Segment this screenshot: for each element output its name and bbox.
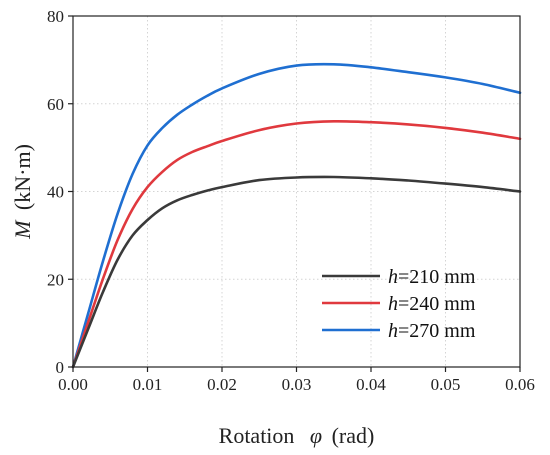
y-tick-label: 0 [56,358,65,377]
legend-prefix: h [388,293,398,315]
x-axis-title: Rotation φ (rad) [219,423,375,448]
legend-prefix: h [388,266,398,288]
axis-ticks: 0.00 0.01 0.02 0.03 0.04 0.05 0.06 0 20 40 60 80 [47,7,535,394]
legend-label: =210 mm [398,266,476,288]
y-tick-label: 80 [47,7,64,26]
y-axis-title: M (kN·m) [10,144,35,240]
x-tick-label: 0.04 [356,375,386,394]
legend-entry-2: h=270 mm [388,320,476,342]
x-tick-label: 0.00 [58,375,88,394]
x-axis-symbol: φ [310,423,322,448]
y-tick-label: 60 [47,95,64,114]
series-line-2 [71,62,522,369]
series-line-1 [71,119,522,369]
y-axis-symbol: M [10,219,35,240]
series-lines [71,62,522,369]
y-axis-unit: (kN·m) [10,144,35,210]
legend-entry-1: h=240 mm [388,293,476,315]
grid-lines [73,16,520,367]
legend-prefix: h [388,320,398,342]
legend: h=210 mmh=240 mmh=270 mm [322,266,476,342]
x-tick-label: 0.05 [431,375,461,394]
x-tick-label: 0.02 [207,375,237,394]
legend-label: =270 mm [398,320,476,342]
x-axis-label: Rotation [219,423,295,448]
series-line-0 [71,175,522,369]
x-tick-label: 0.03 [282,375,312,394]
legend-entry-0: h=210 mm [388,266,476,288]
x-axis-unit: (rad) [332,423,375,448]
x-tick-label: 0.06 [505,375,535,394]
y-tick-label: 40 [47,183,64,202]
legend-label: =240 mm [398,293,476,315]
x-tick-label: 0.01 [133,375,163,394]
y-tick-label: 20 [47,270,64,289]
